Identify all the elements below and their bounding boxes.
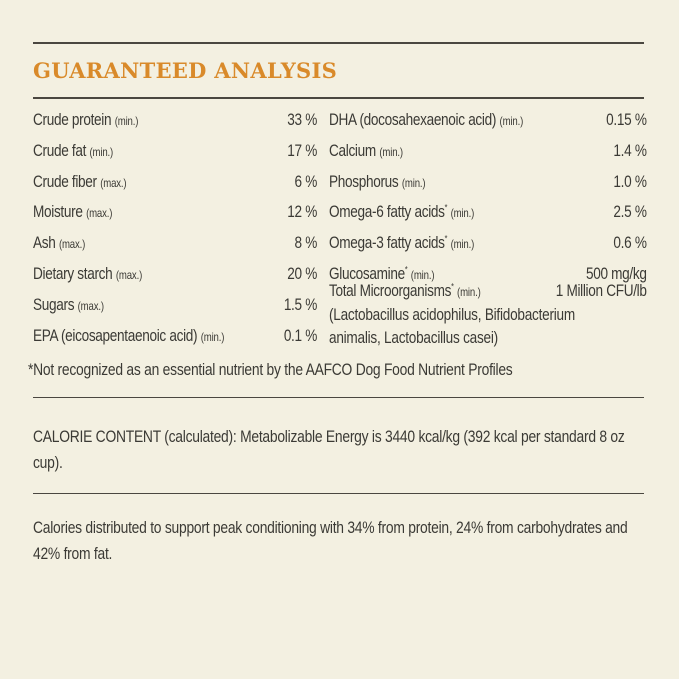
nutrient-name: Crude protein (min.) [33,110,139,129]
nutrient-name: Omega-3 fatty acids* (min.) [329,233,475,253]
nutrient-name: Omega-6 fatty acids* (min.) [329,202,475,222]
nutrient-name: Crude fiber (max.) [33,171,127,191]
footnote: *Not recognized as an essential nutrient… [28,361,513,379]
nutrient-value: 8 % [294,233,317,253]
nutrient-value: 20 % [287,264,317,283]
nutrient-name: Sugars (max.) [33,294,104,314]
nutrient-value: 2.5 % [613,202,647,222]
nutrient-row: Total Microorganisms* (min.) 1 Million CF… [329,280,647,302]
calorie-content: CALORIE CONTENT (calculated): Metaboliza… [33,428,625,472]
nutrient-name: Glucosamine* (min.) [329,264,435,283]
nutrient-name: Calcium (min.) [329,140,403,160]
nutrient-row: Omega-3 fatty acids* (min.) 0.6 % [329,232,647,254]
nutrient-value: 500 mg/kg [585,264,647,283]
nutrient-row: Crude fat (min.) 17 % [33,140,317,162]
nutrient-value: 12 % [287,202,317,222]
nutrient-name: Crude fat (min.) [33,140,114,160]
nutrient-name: Moisture (max.) [33,202,113,222]
nutrient-name: Total Microorganisms* (min.) [329,281,481,300]
nutrient-row: Crude protein (min.) 33 % [33,109,317,131]
nutrient-row: Moisture (max.) 12 % [33,201,317,223]
nutrient-value: 17 % [287,140,317,160]
nutrient-row: Ash (max.) 8 % [33,232,317,254]
nutrient-name: Dietary starch (max.) [33,264,143,283]
calories-distribution: Calories distributed to support peak con… [33,519,628,563]
nutrient-row: Glucosamine* (min.) 500 mg/kg [329,263,647,285]
divider [33,493,644,494]
nutrient-row: DHA (docosahexaenoic acid) (min.) 0.15 % [329,109,647,131]
nutrient-name: Phosphorus (min.) [329,171,426,191]
nutrient-value: 33 % [287,110,317,129]
nutrient-row: Omega-6 fatty acids* (min.) 2.5 % [329,201,647,223]
nutrient-value: 6 % [294,171,317,191]
nutrient-name: DHA (docosahexaenoic acid) (min.) [329,110,524,129]
top-divider [33,42,644,44]
nutrient-value: 1.5 % [283,294,317,314]
nutrient-name: EPA (eicosapentaenoic acid) (min.) [33,325,225,345]
nutrient-value: 1.4 % [613,140,647,160]
nutrient-row: Sugars (max.) 1.5 % [33,294,317,316]
nutrient-name: Ash (max.) [33,233,86,253]
nutrient-value: 1 Million CFU/lb [555,281,647,300]
nutrient-row: Phosphorus (min.) 1.0 % [329,171,647,193]
section-title: GUARANTEED ANALYSIS [33,58,338,83]
divider [33,397,644,398]
nutrient-row: Calcium (min.) 1.4 % [329,140,647,162]
microorganisms-detail: (Lactobacillus acidophilus, Bifidobacter… [329,303,575,349]
nutrient-value: 0.1 % [283,325,317,345]
nutrient-value: 0.15 % [606,110,647,129]
title-divider [33,97,644,99]
detail-line: (Lactobacillus acidophilus, Bifidobacter… [329,305,575,324]
detail-line: animalis, Lactobacillus casei) [329,328,498,347]
nutrient-row: Crude fiber (max.) 6 % [33,171,317,193]
nutrient-value: 1.0 % [613,171,647,191]
nutrient-row: Dietary starch (max.) 20 % [33,263,317,285]
nutrient-value: 0.6 % [613,233,647,253]
nutrient-row: EPA (eicosapentaenoic acid) (min.) 0.1 % [33,325,317,347]
